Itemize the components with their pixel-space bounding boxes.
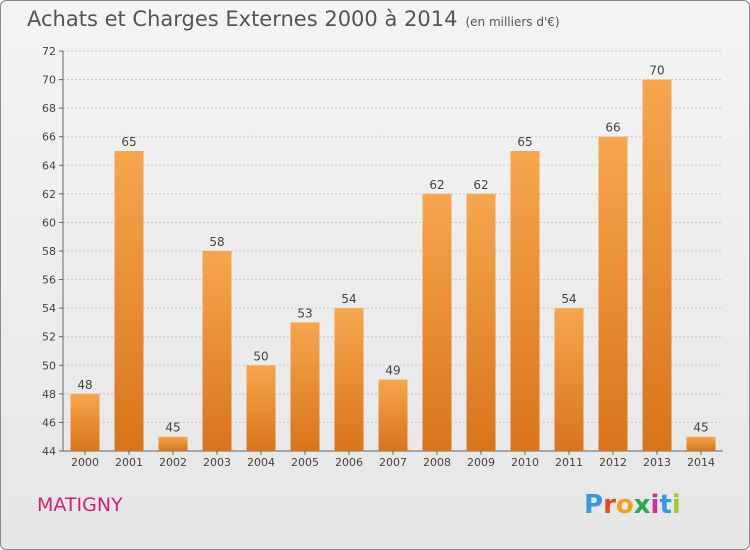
y-tick-label: 70: [42, 74, 56, 87]
bar: [202, 251, 232, 451]
x-tick-label: 2002: [159, 456, 187, 469]
x-tick-label: 2009: [467, 456, 495, 469]
x-tick-label: 2003: [203, 456, 231, 469]
data-label: 49: [385, 364, 400, 378]
bar: [114, 151, 144, 451]
data-label: 66: [605, 121, 620, 135]
commune-name: MATIGNY: [37, 494, 123, 516]
logo-letter: P: [584, 490, 604, 520]
logo-letter: o: [615, 490, 634, 520]
x-tick-label: 2006: [335, 456, 363, 469]
bar: [158, 436, 188, 451]
logo-letter: x: [633, 490, 651, 520]
y-tick-label: 54: [42, 302, 56, 315]
y-tick-label: 48: [42, 388, 56, 401]
data-label: 65: [121, 135, 136, 149]
bar: [466, 193, 496, 451]
y-tick-label: 46: [42, 416, 56, 429]
bar: [642, 79, 672, 452]
proxiti-logo: Proxiti: [584, 490, 681, 520]
y-tick-label: 58: [42, 245, 56, 258]
data-label: 62: [429, 178, 444, 192]
x-tick-label: 2012: [599, 456, 627, 469]
bar: [246, 365, 276, 451]
bar: [598, 136, 628, 451]
data-label: 45: [165, 421, 180, 435]
title-text: Achats et Charges Externes 2000 à 2014: [27, 7, 458, 31]
chart-title: Achats et Charges Externes 2000 à 2014 (e…: [27, 7, 560, 31]
x-tick-label: 2008: [423, 456, 451, 469]
bar: [70, 393, 100, 451]
bar: [334, 308, 364, 451]
x-tick-label: 2004: [247, 456, 275, 469]
data-label: 65: [517, 135, 532, 149]
x-tick-label: 2014: [687, 456, 715, 469]
x-tick-label: 2013: [643, 456, 671, 469]
data-label: 53: [297, 306, 312, 320]
y-tick-label: 56: [42, 274, 56, 287]
x-tick-label: 2010: [511, 456, 539, 469]
data-label: 54: [561, 292, 576, 306]
data-label: 70: [649, 64, 664, 78]
bar: [510, 151, 540, 451]
bar: [378, 379, 408, 451]
logo-letter: i: [650, 490, 660, 520]
logo-letter: t: [659, 490, 672, 520]
x-tick-label: 2000: [71, 456, 99, 469]
y-tick-label: 64: [42, 159, 56, 172]
logo-letter: r: [603, 490, 616, 520]
y-tick-label: 52: [42, 331, 56, 344]
y-tick-label: 62: [42, 188, 56, 201]
y-tick-label: 44: [42, 445, 56, 458]
data-label: 48: [77, 378, 92, 392]
data-label: 58: [209, 235, 224, 249]
y-tick-label: 68: [42, 102, 56, 115]
bar: [686, 436, 716, 451]
data-label: 45: [693, 421, 708, 435]
data-label: 54: [341, 292, 356, 306]
y-tick-label: 66: [42, 131, 56, 144]
unit-text: (en milliers d'€): [465, 15, 560, 29]
bar: [554, 308, 584, 451]
x-tick-label: 2001: [115, 456, 143, 469]
x-tick-label: 2007: [379, 456, 407, 469]
y-tick-label: 72: [42, 45, 56, 58]
data-label: 62: [473, 178, 488, 192]
bar: [290, 322, 320, 451]
y-tick-label: 50: [42, 359, 56, 372]
x-tick-label: 2011: [555, 456, 583, 469]
x-tick-label: 2005: [291, 456, 319, 469]
y-tick-label: 60: [42, 216, 56, 229]
bar: [422, 193, 452, 451]
data-label: 50: [253, 349, 268, 363]
logo-letter: i: [671, 490, 681, 520]
